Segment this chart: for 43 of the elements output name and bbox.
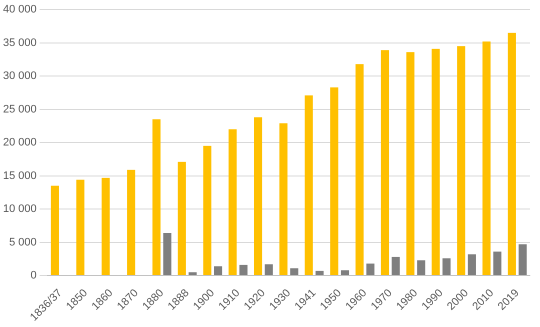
bar — [316, 270, 324, 276]
bar — [340, 270, 350, 276]
bar — [392, 256, 400, 276]
bar — [279, 123, 288, 276]
bar — [508, 32, 516, 276]
bar — [442, 258, 451, 276]
bar — [214, 266, 222, 276]
bar — [330, 87, 338, 276]
y-tick-label: 35 000 — [2, 36, 37, 49]
bar — [417, 260, 426, 276]
y-tick-label: 20 000 — [2, 136, 37, 149]
y-tick-label: 10 000 — [2, 203, 37, 216]
bar — [356, 64, 364, 276]
y-tick-label: 15 000 — [2, 170, 37, 182]
bar — [228, 129, 237, 276]
bar — [366, 264, 374, 276]
bar — [203, 146, 212, 276]
y-tick-label: 30 000 — [2, 70, 37, 82]
bar — [76, 180, 84, 276]
y-tick-label: 40 000 — [2, 4, 37, 16]
bar — [50, 186, 59, 276]
bar — [264, 264, 273, 276]
bar — [239, 264, 248, 276]
bar — [457, 46, 466, 276]
bar — [304, 95, 313, 276]
bar — [406, 52, 414, 276]
y-tick-label: 5 000 — [9, 236, 37, 248]
y-tick-label: 25 000 — [2, 103, 37, 116]
y-tick-label: 0 — [30, 270, 37, 282]
bar — [188, 272, 197, 276]
bar — [518, 244, 527, 276]
bar — [380, 50, 390, 276]
bar — [468, 254, 476, 276]
bar — [127, 170, 136, 276]
bar — [432, 48, 440, 276]
bar — [152, 119, 161, 276]
bar — [178, 162, 186, 276]
bar — [254, 117, 262, 276]
bar — [102, 178, 110, 276]
bar — [163, 233, 172, 276]
bar — [482, 42, 491, 276]
bar — [493, 252, 502, 276]
bar — [290, 268, 298, 276]
